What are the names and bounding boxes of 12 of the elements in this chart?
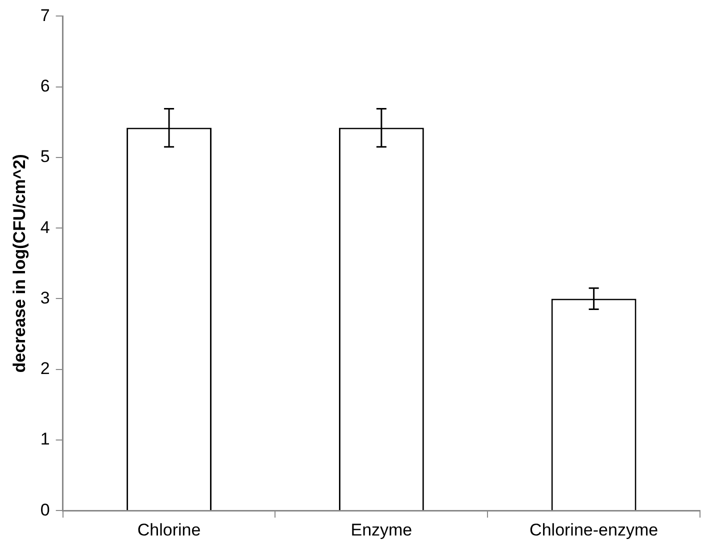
y-tick-label: 5 <box>40 147 50 166</box>
y-tick-label: 7 <box>40 6 50 25</box>
y-axis-title: decrease in log(CFU/cm^2) <box>10 154 29 373</box>
x-tick-label: Chlorine-enzyme <box>530 520 658 540</box>
x-tick-label: Enzyme <box>350 520 412 540</box>
y-tick-label: 3 <box>40 288 50 308</box>
y-tick-label: 6 <box>40 76 50 96</box>
y-tick-label: 2 <box>40 359 50 378</box>
y-tick-label: 0 <box>40 500 50 520</box>
y-tick-label: 1 <box>40 430 50 449</box>
x-tick-label: Chlorine <box>137 520 201 540</box>
y-tick-label: 4 <box>40 218 50 237</box>
